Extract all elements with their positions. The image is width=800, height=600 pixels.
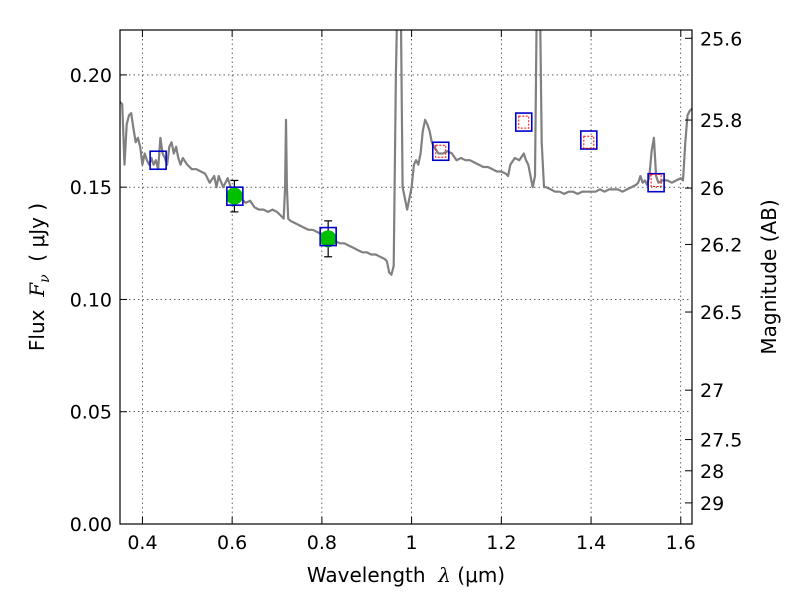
axes: 0.4 0.6 0.8 1 1.2 1.4 1.6 0.00 0.05 0.10 0.15 0.20 2… [70, 28, 743, 554]
spectrum-line [120, 30, 692, 276]
model-point [319, 226, 337, 247]
y2-tick-label: 27.5 [700, 430, 742, 452]
y-tick-label: 0.05 [70, 402, 112, 424]
observed-point [225, 187, 243, 205]
y-axis-title-unit: ( μJy ) [25, 203, 49, 275]
x-axis-title-prefix: Wavelength [307, 563, 438, 587]
x-tick-label: 1.2 [486, 532, 516, 554]
x-tick-label: 1 [406, 532, 418, 554]
upper-limit-point [435, 144, 447, 158]
x-tick-label: 0.6 [217, 532, 247, 554]
y2-tick-label: 26.5 [700, 302, 742, 324]
y-axis-title-symbol: F [25, 282, 49, 298]
plot-frame [119, 29, 693, 525]
model-point [149, 150, 167, 171]
y2-tick-label: 25.8 [700, 110, 742, 132]
y2-tick-label: 26 [700, 178, 724, 200]
observed-point [319, 230, 337, 248]
model-point [647, 172, 665, 193]
x-axis-title-unit: (μm) [451, 563, 505, 587]
y2-tick-label: 28 [700, 461, 724, 483]
y-axis-title-prefix: Flux [25, 297, 49, 351]
y2-tick-label: 25.6 [700, 28, 742, 50]
y-axis-title-subscript: ν [37, 274, 53, 283]
spectrum-series [120, 30, 692, 276]
x-axis-title-symbol: λ [437, 563, 451, 587]
x-axis-title: Wavelength λ (μm) [307, 563, 505, 587]
y2-axis-title: Magnitude (AB) [757, 199, 781, 354]
photometry-markers [149, 112, 665, 258]
x-tick-label: 1.6 [666, 532, 696, 554]
upper-limit-point [650, 173, 662, 187]
model-point [431, 141, 450, 162]
upper-limit-point [518, 115, 530, 129]
y-tick-label: 0.00 [70, 514, 112, 536]
x-tick-label: 0.4 [127, 532, 157, 554]
x-tick-label: 1.4 [576, 532, 606, 554]
model-point [514, 112, 533, 132]
x-tick-label: 0.8 [307, 532, 337, 554]
y2-tick-label: 29 [700, 493, 724, 515]
upper-limit-point [583, 135, 595, 149]
model-point [226, 186, 244, 206]
y2-tick-label: 27 [700, 380, 724, 402]
y-tick-label: 0.10 [70, 289, 112, 311]
y-tick-label: 0.15 [70, 177, 112, 199]
y2-tick-label: 26.2 [700, 234, 742, 256]
y-tick-label: 0.20 [70, 65, 112, 87]
y-axis-title: Flux Fν ( μJy ) [25, 203, 53, 351]
model-point [580, 130, 598, 150]
